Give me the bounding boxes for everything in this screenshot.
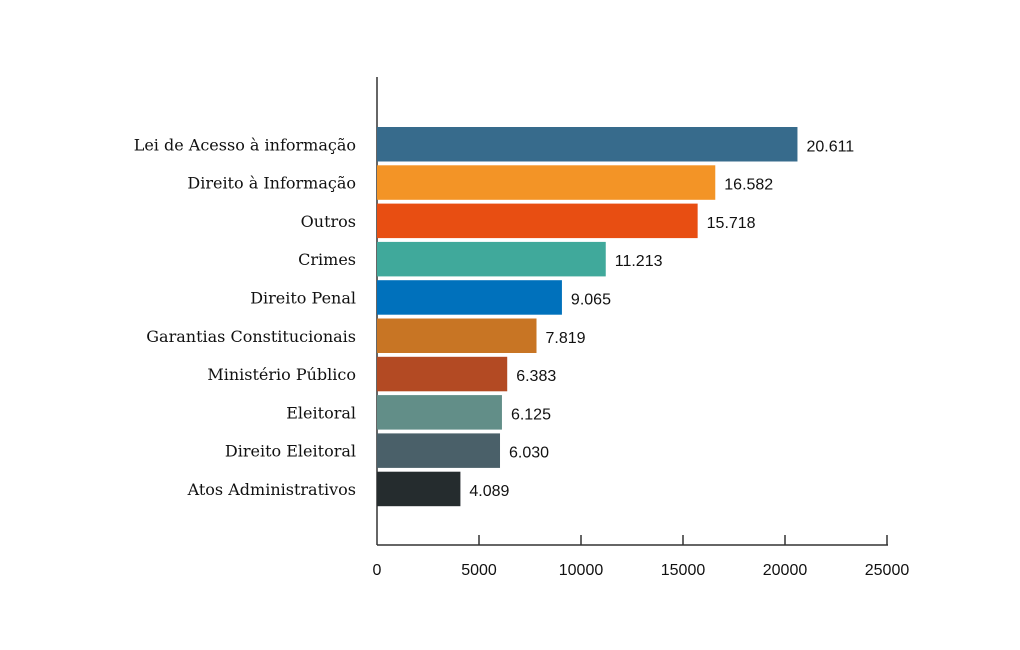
x-tick-label: 15000	[661, 562, 706, 579]
category-label: Direito Penal	[250, 288, 356, 307]
bar	[377, 203, 698, 239]
value-label: 11.213	[615, 253, 663, 270]
x-tick-label: 20000	[763, 562, 808, 579]
category-label: Direito Eleitoral	[225, 442, 356, 461]
category-label: Crimes	[298, 250, 356, 269]
value-label: 6.125	[511, 406, 551, 423]
category-label: Direito à Informação	[187, 174, 356, 193]
x-tick-label: 25000	[865, 562, 910, 579]
value-label: 15.718	[707, 215, 756, 232]
category-label: Eleitoral	[286, 403, 356, 422]
value-label: 20.611	[806, 138, 854, 155]
x-tick-label: 10000	[559, 562, 604, 579]
category-label: Ministério Público	[207, 365, 356, 384]
x-tick-label: 0	[373, 562, 382, 579]
category-label: Garantias Constitucionais	[146, 327, 356, 346]
bar	[377, 318, 537, 353]
category-label: Atos Administrativos	[187, 480, 356, 499]
bar	[377, 433, 501, 468]
value-label: 6.030	[509, 445, 549, 462]
value-label: 16.582	[724, 177, 773, 194]
bar	[377, 127, 798, 162]
value-label: 9.065	[571, 291, 611, 308]
value-label: 7.819	[546, 330, 586, 347]
bar	[377, 471, 461, 507]
x-tick-label: 5000	[461, 562, 497, 579]
value-label: 6.383	[516, 368, 556, 385]
bar	[377, 165, 716, 200]
bar	[377, 356, 508, 392]
bar	[377, 280, 562, 315]
bar	[377, 241, 606, 277]
category-label: Lei de Acesso à informação	[134, 135, 356, 154]
category-label: Outros	[301, 212, 356, 231]
value-label: 4.089	[469, 483, 509, 500]
bar	[377, 395, 502, 430]
